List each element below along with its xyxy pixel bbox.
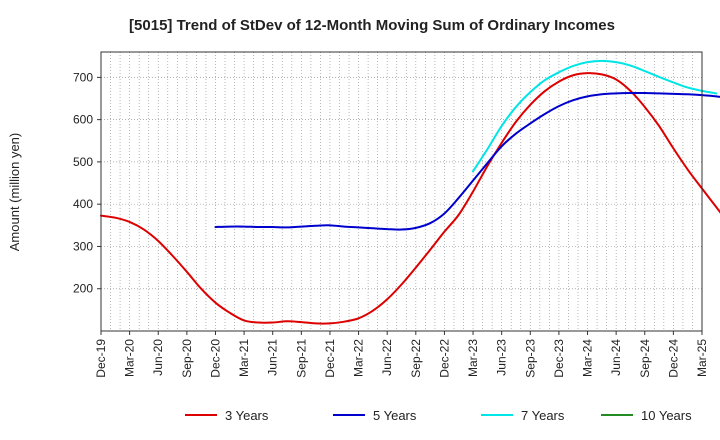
y-tick-label: 300 <box>73 239 93 253</box>
legend-label: 10 Years <box>641 408 692 423</box>
series-line-3-years <box>100 72 720 325</box>
x-tick-label: Jun-21 <box>266 339 280 376</box>
y-tick-label: 200 <box>73 282 93 296</box>
y-tick-label: 700 <box>73 70 93 84</box>
x-tick-label: Dec-19 <box>94 339 108 378</box>
series-line-7-years <box>472 59 718 173</box>
x-tick-label: Dec-24 <box>666 339 680 378</box>
x-tick-label: Mar-24 <box>581 339 595 377</box>
x-tick-label: Sep-21 <box>294 339 308 378</box>
x-tick-label: Dec-20 <box>208 339 222 378</box>
series-group <box>100 59 720 325</box>
x-tick-label: Sep-22 <box>409 339 423 378</box>
legend-label: 3 Years <box>225 408 269 423</box>
y-axis-label: Amount (million yen) <box>7 133 22 252</box>
x-tick-label: Sep-23 <box>523 339 537 378</box>
x-tick-label: Mar-23 <box>466 339 480 377</box>
x-tick-label: Dec-21 <box>323 339 337 378</box>
x-tick-label: Sep-24 <box>638 339 652 378</box>
legend-label: 7 Years <box>521 408 565 423</box>
x-tick-label: Jun-24 <box>609 339 623 376</box>
chart-title: [5015] Trend of StDev of 12-Month Moving… <box>129 17 615 34</box>
series-line-5-years <box>214 91 720 231</box>
x-tick-label: Jun-20 <box>151 339 165 376</box>
y-tick-label: 400 <box>73 197 93 211</box>
plot-frame <box>100 51 703 332</box>
x-tick-label: Mar-21 <box>237 339 251 377</box>
x-tick-label: Mar-25 <box>695 339 709 377</box>
x-tick-label: Sep-20 <box>180 339 194 378</box>
legend-label: 5 Years <box>373 408 417 423</box>
x-tick-label: Mar-22 <box>352 339 366 377</box>
y-ticks: 200 300 400 500 600 700 <box>73 70 101 296</box>
x-tick-label: Dec-23 <box>552 339 566 378</box>
y-tick-label: 500 <box>73 155 93 169</box>
x-tick-label: Jun-23 <box>495 339 509 376</box>
x-tick-label: Jun-22 <box>380 339 394 376</box>
y-tick-label: 600 <box>73 113 93 127</box>
x-tick-label: Mar-20 <box>123 339 137 377</box>
legend: 3 Years 5 Years 7 Years 10 Years <box>185 408 692 423</box>
x-ticks: Dec-19 Mar-20 Jun-20 Sep-20 Dec-20 Mar-21 Jun-… <box>94 331 709 378</box>
grid <box>101 52 702 331</box>
x-tick-label: Dec-22 <box>437 339 451 378</box>
